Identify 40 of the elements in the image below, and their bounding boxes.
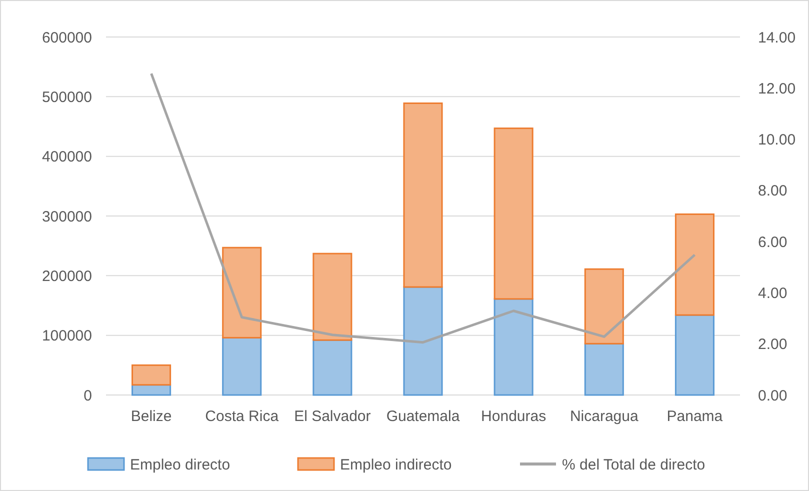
y2-tick-label: 14.00 xyxy=(758,29,796,46)
y2-tick-label: 6.00 xyxy=(758,234,788,251)
x-tick-label: Nicaragua xyxy=(570,408,639,425)
y2-tick-label: 12.00 xyxy=(758,80,796,98)
y-tick-label: 100000 xyxy=(42,328,92,345)
line-series xyxy=(150,72,696,344)
y2-tick-label: 8.00 xyxy=(758,182,788,200)
y-tick-label: 300000 xyxy=(42,208,92,226)
x-tick-label: Guatemala xyxy=(386,408,460,425)
x-tick-label: Honduras xyxy=(481,408,546,425)
legend-label: % del Total de directo xyxy=(562,456,706,474)
bar xyxy=(674,213,714,316)
x-tick-label: Panama xyxy=(666,408,724,425)
bar xyxy=(132,364,172,386)
x-tick-label: El Salvador xyxy=(294,408,371,425)
y-tick-label: 600000 xyxy=(42,29,92,46)
legend-label: Empleo directo xyxy=(130,456,230,474)
bar xyxy=(132,384,172,396)
bar xyxy=(584,342,624,396)
bar xyxy=(312,252,352,341)
y-tick-label: 400000 xyxy=(42,148,92,166)
y2-tick-label: 0.00 xyxy=(758,387,788,404)
x-tick-label: Belize xyxy=(130,408,172,425)
y-tick-label: 500000 xyxy=(42,88,92,106)
bar xyxy=(674,314,714,396)
bar xyxy=(222,246,262,338)
legend-label: Empleo indirecto xyxy=(340,456,452,474)
bar xyxy=(222,336,262,396)
bar xyxy=(403,286,443,396)
bar xyxy=(312,339,352,396)
y2-tick-label: 10.00 xyxy=(758,132,796,149)
bar xyxy=(494,128,534,300)
y-tick-label: 0 xyxy=(84,387,92,404)
x-tick-label: Costa Rica xyxy=(205,408,280,425)
bar xyxy=(403,102,443,288)
y2-tick-label: 2.00 xyxy=(758,336,788,354)
y-tick-label: 200000 xyxy=(42,268,92,285)
bar xyxy=(494,298,534,396)
y2-tick-label: 4.00 xyxy=(758,284,788,302)
bar xyxy=(584,268,624,344)
